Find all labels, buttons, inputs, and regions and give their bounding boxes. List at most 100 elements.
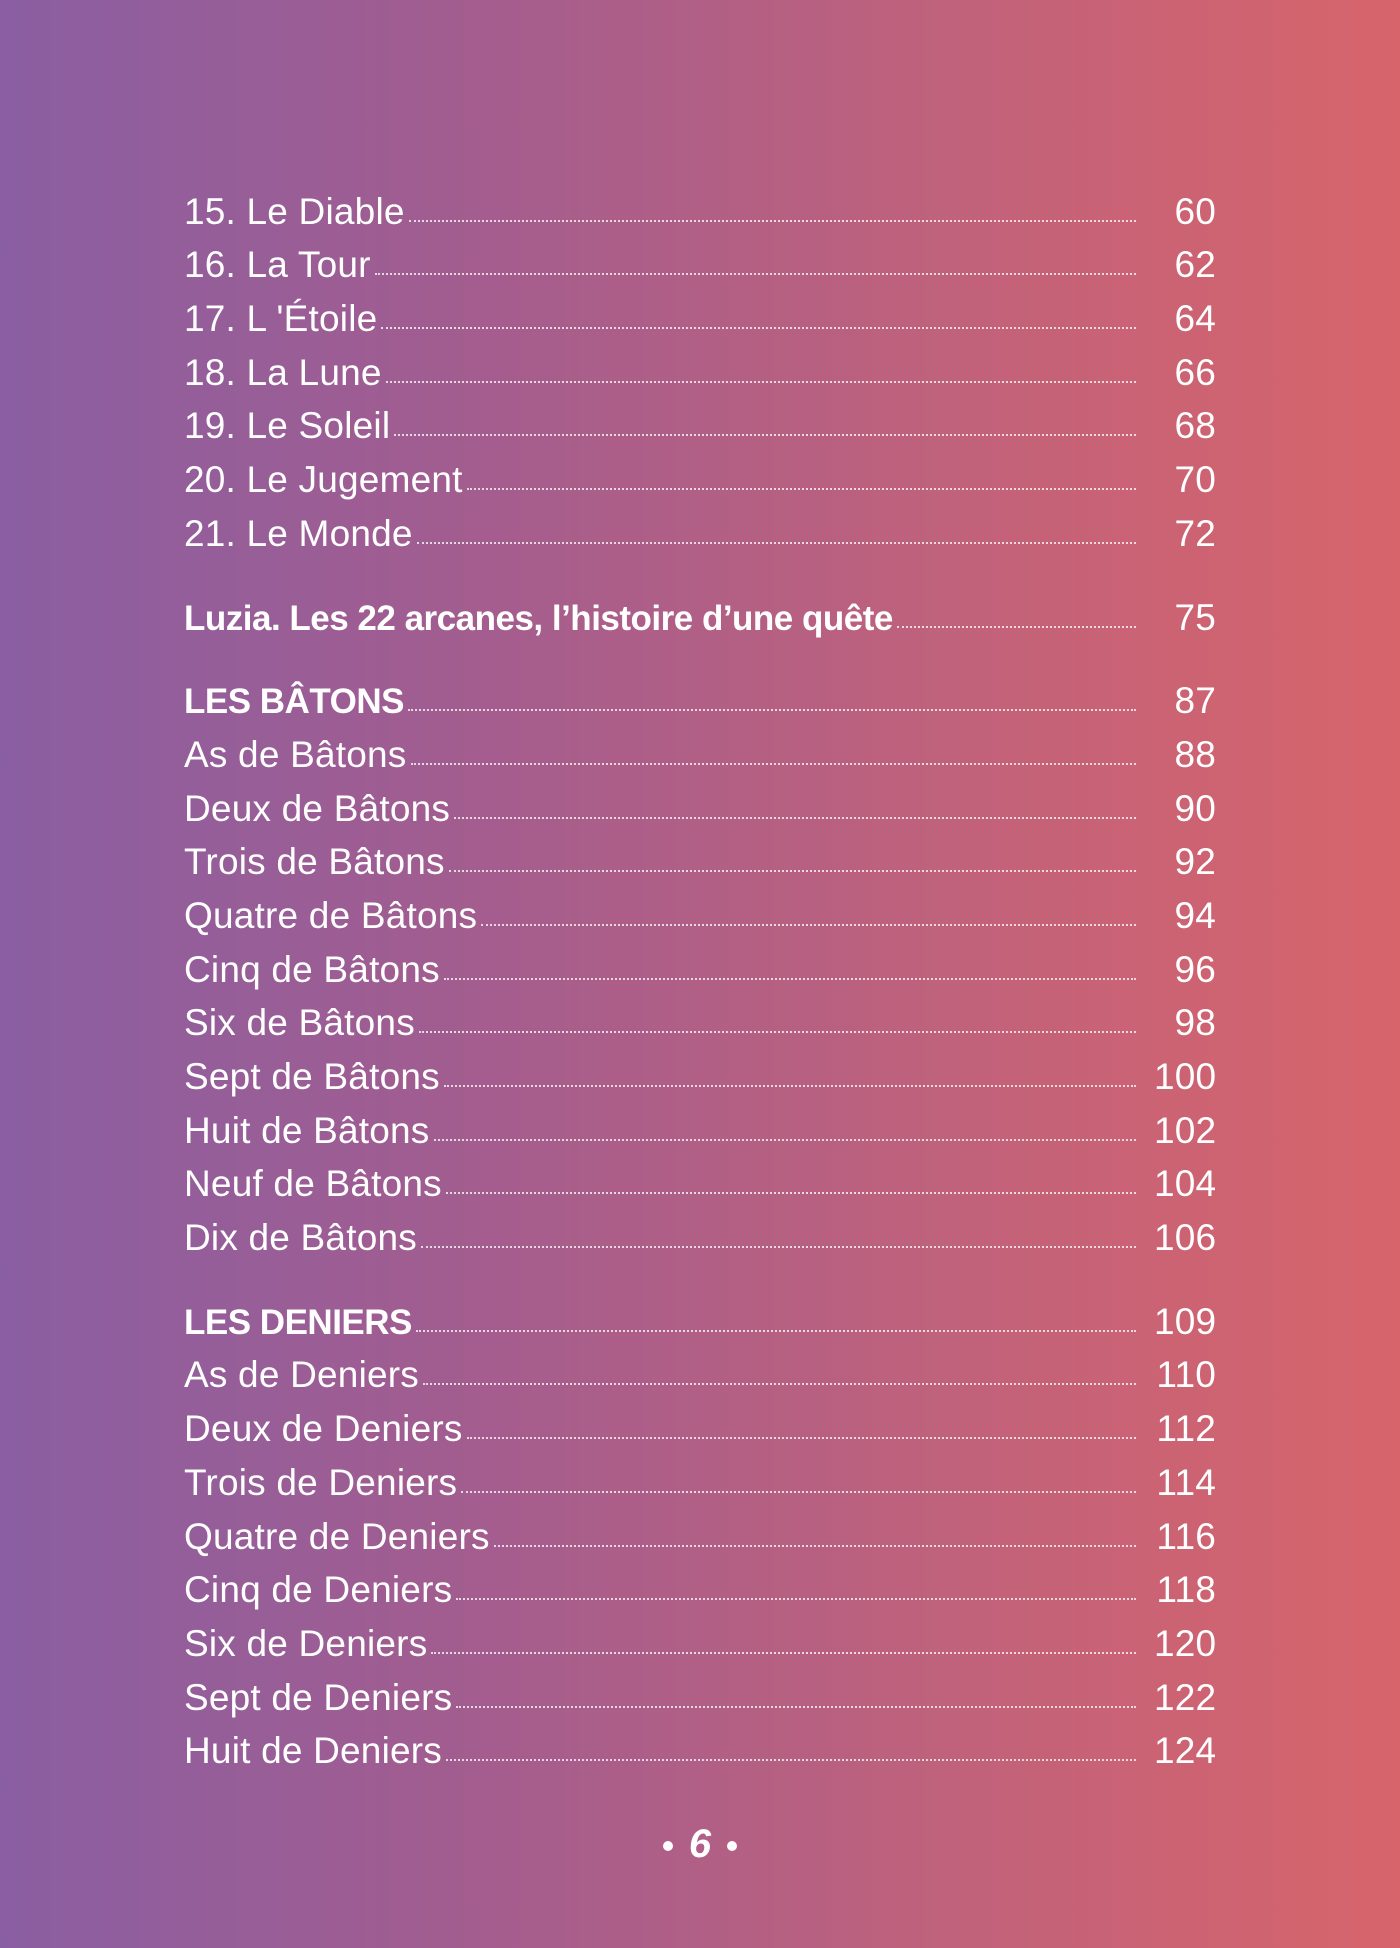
dot-leader <box>454 816 1136 819</box>
dot-leader <box>456 1598 1136 1601</box>
dot-leader <box>415 1329 1136 1332</box>
toc-entry-title: As de Bâtons <box>184 733 407 775</box>
toc-entry-page: 72 <box>1174 512 1216 554</box>
toc-entry[interactable]: Sept de Deniers 122 <box>184 1665 1216 1719</box>
toc-entry[interactable]: 21. Le Monde 72 <box>184 501 1216 555</box>
toc-entry-title: 15. Le Diable <box>184 190 405 232</box>
dot-leader <box>407 709 1136 712</box>
toc-entry[interactable]: 20. Le Jugement 70 <box>184 447 1216 501</box>
dot-leader <box>481 923 1136 926</box>
toc-entry-page: 118 <box>1156 1569 1216 1611</box>
toc-entry[interactable]: Sept de Bâtons 100 <box>184 1044 1216 1098</box>
toc-entry-page: 100 <box>1154 1056 1217 1097</box>
toc-entry-title: Dix de Bâtons <box>184 1217 417 1259</box>
toc-entry-page: 112 <box>1156 1408 1216 1450</box>
dot-leader <box>443 1085 1136 1087</box>
toc-entry-page: 98 <box>1174 1002 1216 1044</box>
toc-entry-title: Quatre de Bâtons <box>184 894 478 936</box>
dot-leader <box>493 1544 1136 1547</box>
toc-entry[interactable]: 15. Le Diable 60 <box>184 179 1216 233</box>
toc-entry-title: As de Deniers <box>184 1354 419 1396</box>
toc-entry[interactable]: Deux de Deniers 112 <box>184 1396 1216 1450</box>
toc-entry-title: Six de Bâtons <box>184 1002 415 1044</box>
dot-leader <box>420 1246 1136 1249</box>
toc-entry[interactable]: 18. La Lune 66 <box>184 340 1216 394</box>
dot-leader <box>466 488 1136 491</box>
toc-entry[interactable]: Six de Deniers 120 <box>184 1611 1216 1665</box>
toc-entry[interactable]: As de Bâtons 88 <box>184 722 1216 776</box>
toc-entry-title: 17. L 'Étoile <box>184 298 378 340</box>
dot-leader <box>896 625 1136 628</box>
toc-entry[interactable]: Deux de Bâtons 90 <box>184 776 1216 830</box>
dot-leader <box>423 1383 1136 1386</box>
toc-entry-title: 16. La Tour <box>184 244 371 286</box>
dot-leader <box>445 1192 1136 1195</box>
toc-entry[interactable]: Neuf de Bâtons 104 <box>184 1152 1216 1206</box>
page-number-text: 6 <box>688 1822 712 1866</box>
toc-section-heading[interactable]: LES BÂTONS 87 <box>184 669 1216 723</box>
dot-leader <box>431 1651 1136 1654</box>
toc-entry[interactable]: 16. La Tour 62 <box>184 233 1216 287</box>
toc-entry[interactable]: Cinq de Bâtons 96 <box>184 937 1216 991</box>
toc-entry-page: 114 <box>1156 1461 1216 1503</box>
dot-leader <box>385 380 1136 383</box>
dot-leader <box>416 541 1136 544</box>
toc-entry[interactable]: Quatre de Deniers 116 <box>184 1504 1216 1558</box>
toc-entry-page: 106 <box>1154 1217 1217 1259</box>
toc-entry[interactable]: 19. Le Soleil 68 <box>184 394 1216 448</box>
toc-entry-title: 18. La Lune <box>184 351 382 393</box>
toc-entry-page: 68 <box>1174 405 1216 447</box>
toc-entry[interactable]: Huit de Bâtons 102 <box>184 1098 1216 1152</box>
toc-entry-title: 19. Le Soleil <box>184 405 391 447</box>
dot-leader <box>374 273 1136 276</box>
toc-entry-title: Deux de Deniers <box>184 1408 463 1450</box>
toc-entry-page: 62 <box>1174 244 1216 286</box>
toc-entry-title: Cinq de Bâtons <box>184 948 440 990</box>
toc-entry-page: 70 <box>1174 459 1216 501</box>
toc-entry[interactable]: As de Deniers 110 <box>184 1343 1216 1397</box>
toc-entry-title: Luzia. Les 22 arcanes, l’histoire d’une … <box>184 598 893 638</box>
toc-entry[interactable]: Cinq de Deniers 118 <box>184 1558 1216 1612</box>
toc-entry-title: Six de Deniers <box>184 1622 428 1664</box>
toc-entry-title: Quatre de Deniers <box>184 1515 490 1557</box>
dot-leader <box>418 1031 1136 1034</box>
toc-entry[interactable]: Trois de Bâtons 92 <box>184 830 1216 884</box>
dot-leader <box>443 977 1136 980</box>
toc-entry-title: Sept de Bâtons <box>184 1056 440 1097</box>
toc-entry-title: Trois de Bâtons <box>184 841 445 883</box>
toc-entry-page: 94 <box>1174 894 1216 936</box>
toc-entry-page: 90 <box>1174 787 1216 829</box>
dot-leader <box>381 327 1136 330</box>
toc-entry-page: 120 <box>1154 1622 1217 1664</box>
toc-entry-title: Neuf de Bâtons <box>184 1163 442 1205</box>
toc-entry-title: Huit de Bâtons <box>184 1109 430 1151</box>
toc-entry-page: 64 <box>1174 298 1216 340</box>
toc-entry-page: 66 <box>1174 351 1216 393</box>
toc-entry[interactable]: 17. L 'Étoile 64 <box>184 286 1216 340</box>
toc-entry-title: Sept de Deniers <box>184 1676 453 1718</box>
toc-entry[interactable]: Quatre de Bâtons 94 <box>184 883 1216 937</box>
toc-entry-title: Cinq de Deniers <box>184 1569 453 1611</box>
toc-entry-page: 110 <box>1156 1354 1216 1396</box>
toc-section-heading[interactable]: Luzia. Les 22 arcanes, l’histoire d’une … <box>184 585 1216 639</box>
dot-leader <box>408 219 1136 222</box>
toc-entry-page: 88 <box>1174 733 1216 775</box>
toc-entry-page: 75 <box>1174 596 1216 638</box>
page-number: 6 <box>0 1822 1400 1867</box>
bullet-icon <box>727 1841 738 1852</box>
dot-leader <box>446 1759 1136 1762</box>
toc-entry[interactable]: Dix de Bâtons 106 <box>184 1205 1216 1259</box>
dot-leader <box>456 1705 1136 1708</box>
toc-entry-title: 21. Le Monde <box>184 512 413 554</box>
toc-entry[interactable]: Trois de Deniers 114 <box>184 1450 1216 1504</box>
toc-entry[interactable]: Six de Bâtons 98 <box>184 991 1216 1045</box>
toc-entry-page: 109 <box>1154 1300 1217 1342</box>
dot-leader <box>410 762 1136 765</box>
dot-leader <box>461 1490 1136 1493</box>
toc-entry-title: 20. Le Jugement <box>184 459 463 501</box>
toc-entry-title: Trois de Deniers <box>184 1461 458 1503</box>
toc-entry-page: 87 <box>1174 680 1216 722</box>
toc-section-heading[interactable]: LES DENIERS 109 <box>184 1289 1216 1343</box>
toc-entry-title: LES BÂTONS <box>184 682 404 722</box>
toc-entry[interactable]: Huit de Deniers 124 <box>184 1719 1216 1773</box>
